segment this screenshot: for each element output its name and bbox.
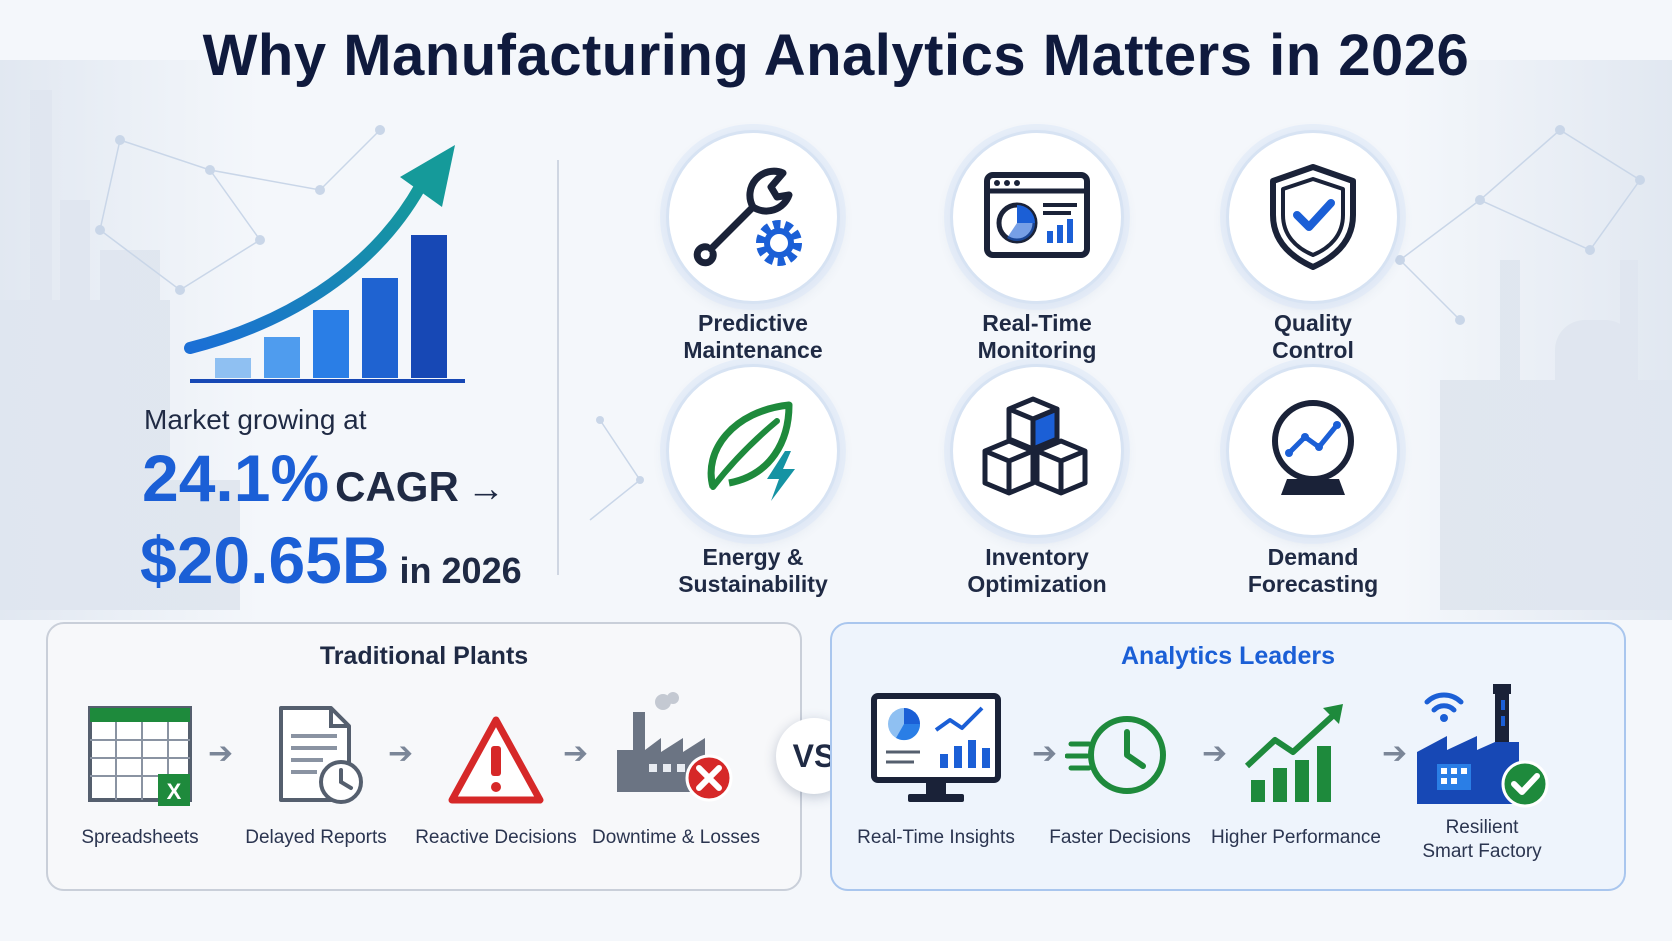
arrow-right-icon: ➔ <box>208 737 234 770</box>
feature-label-line2: Optimization <box>967 571 1107 597</box>
step-label: Downtime & Losses <box>592 827 760 848</box>
leaf-lightning-icon <box>707 401 795 501</box>
step-label: Real-Time Insights <box>857 827 1015 848</box>
growth-chart-icon <box>184 145 465 383</box>
spreadsheet-icon: X <box>88 706 192 806</box>
step-higher-performance: Higher Performance <box>1206 690 1386 850</box>
market-value: $20.65B <box>140 523 390 597</box>
arrow-right-icon: ➔ <box>1032 737 1058 770</box>
dashboard-monitor-icon <box>984 172 1090 258</box>
feature-label-line2: Sustainability <box>678 571 828 597</box>
feature-quality-control: Quality Control <box>1193 130 1433 364</box>
cagr-stat: 24.1% CAGR → <box>142 440 505 516</box>
arrow-right-icon: ➔ <box>1202 737 1228 770</box>
section-divider <box>557 160 559 575</box>
feature-label-line1: Quality <box>1274 310 1352 336</box>
arrow-right-icon: ➔ <box>388 737 414 770</box>
feature-label-line2: Maintenance <box>683 337 823 363</box>
smart-factory-icon <box>1417 684 1549 808</box>
feature-label-line1: Demand <box>1267 544 1359 570</box>
step-faster-decisions: Faster Decisions <box>1030 690 1210 850</box>
feature-energy-sustainability: Energy & Sustainability <box>633 364 873 598</box>
feature-label-line2: Monitoring <box>977 337 1097 363</box>
arrow-right-icon: → <box>466 468 505 510</box>
feature-label-line1: Energy & <box>702 544 804 570</box>
fast-clock-icon <box>1065 716 1166 794</box>
feature-label-line2: Forecasting <box>1247 571 1379 597</box>
feature-label-line1: Inventory <box>985 544 1089 570</box>
factory-error-icon <box>617 692 733 802</box>
feature-predictive-maintenance: Predictive Maintenance <box>633 130 873 364</box>
panel-title-leaders: Analytics Leaders <box>1121 642 1335 670</box>
step-reactive-decisions: Reactive Decisions <box>406 690 586 850</box>
analytics-leaders-panel: Analytics Leaders Real-Time Insights ➔ <box>830 622 1626 891</box>
feature-label-line1: Real-Time <box>982 310 1092 336</box>
step-label: Delayed Reports <box>245 827 387 848</box>
arrow-right-icon: ➔ <box>1382 737 1408 770</box>
monitor-charts-icon <box>871 693 1001 802</box>
step-delayed-reports: Delayed Reports <box>226 690 406 850</box>
market-year: in 2026 <box>399 550 522 591</box>
svg-text:X: X <box>167 779 182 804</box>
feature-real-time-monitoring: Real-Time Monitoring <box>917 130 1157 364</box>
step-label-line1: Resilient <box>1445 817 1519 838</box>
step-label: Spreadsheets <box>81 827 199 848</box>
feature-label-line1: Predictive <box>698 310 808 336</box>
market-value-stat: $20.65B in 2026 <box>140 522 522 598</box>
feature-label-line2: Control <box>1272 337 1354 363</box>
warning-icon <box>448 716 544 804</box>
arrow-right-icon: ➔ <box>563 737 589 770</box>
report-clock-icon <box>279 706 363 804</box>
traditional-plants-panel: Traditional Plants X Spreadsheets ➔ <box>46 622 802 891</box>
step-downtime-losses: Downtime & Losses <box>586 690 766 850</box>
step-label: Higher Performance <box>1210 827 1382 848</box>
crystal-ball-icon <box>1272 400 1354 495</box>
cagr-label: CAGR <box>335 463 459 510</box>
step-spreadsheets: X Spreadsheets <box>50 690 230 850</box>
feature-demand-forecasting: Demand Forecasting <box>1193 364 1433 598</box>
shield-check-icon <box>1270 164 1356 270</box>
wrench-gear-icon <box>693 167 802 267</box>
cagr-value: 24.1% <box>142 441 330 515</box>
boxes-icon <box>982 396 1088 496</box>
step-label: Reactive Decisions <box>415 827 577 848</box>
page-title: Why Manufacturing Analytics Matters in 2… <box>202 23 1470 88</box>
step-resilient-smart-factory: Resilient Smart Factory <box>1392 684 1572 864</box>
panel-title-traditional: Traditional Plants <box>319 642 529 670</box>
step-label-line2: Smart Factory <box>1422 841 1542 862</box>
rising-bars-icon <box>1244 704 1343 802</box>
step-real-time-insights: Real-Time Insights <box>846 690 1026 850</box>
market-intro: Market growing at <box>144 404 367 435</box>
step-label: Faster Decisions <box>1049 827 1191 848</box>
feature-inventory-optimization: Inventory Optimization <box>917 364 1157 598</box>
